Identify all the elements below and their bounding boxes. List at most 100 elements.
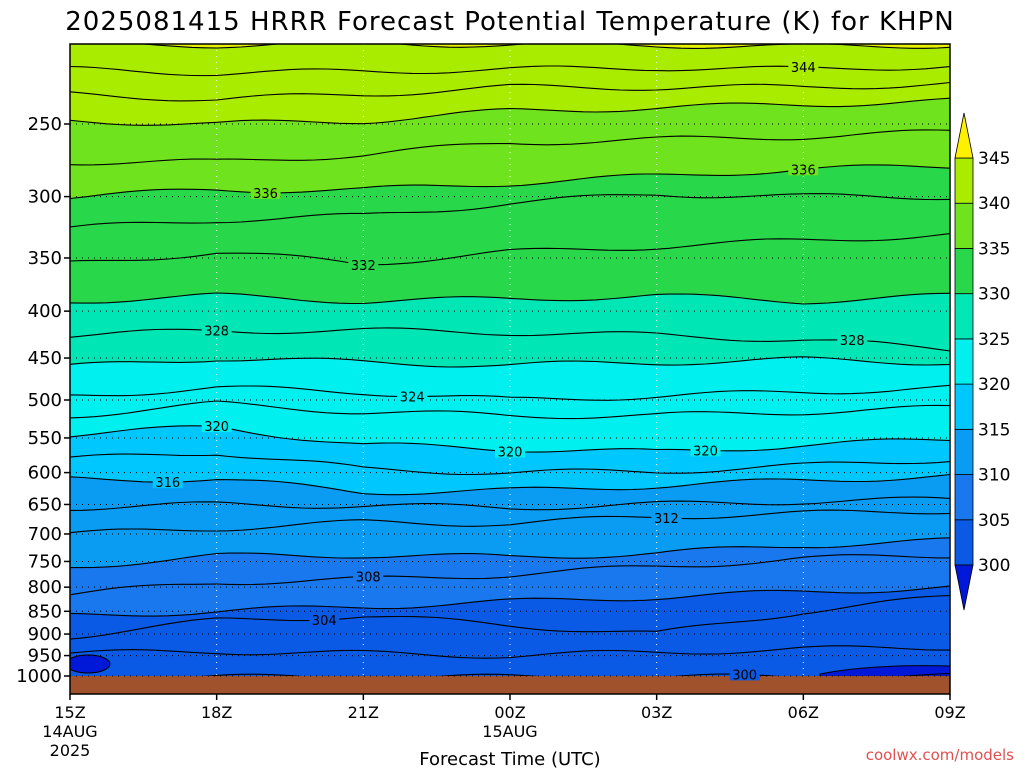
x-tick-label: 00Z xyxy=(494,703,525,722)
contour-label-328: 328 xyxy=(204,325,229,340)
contour-312 xyxy=(70,509,950,534)
contour-332 xyxy=(70,233,950,266)
contour-label-bg xyxy=(397,388,428,403)
x-tick-sub2: 2025 xyxy=(50,741,91,760)
contour-302 xyxy=(70,645,950,659)
contour-322 xyxy=(70,400,950,420)
contour-label-320: 320 xyxy=(498,446,523,461)
colorbar-segment xyxy=(954,293,974,340)
y-tick-label-450: 450 xyxy=(28,348,62,369)
contour-label-332: 332 xyxy=(351,259,376,274)
colorbar-tick-325: 325 xyxy=(978,330,1010,350)
contour-308 xyxy=(70,554,950,596)
x-tick-label: 06Z xyxy=(788,703,819,722)
chart-title: 2025081415 HRRR Forecast Potential Tempe… xyxy=(65,7,954,37)
contour-label-bg xyxy=(651,510,682,525)
source-credit: coolwx.com/models xyxy=(866,746,1014,764)
contour-label-bg xyxy=(788,58,819,73)
contour-label-324: 324 xyxy=(400,391,425,406)
x-axis-label: Forecast Time (UTC) xyxy=(419,749,600,768)
colorbar-segment xyxy=(954,157,974,204)
y-tick-label-500: 500 xyxy=(28,390,62,411)
contour-318 xyxy=(70,453,950,476)
contour-label-328: 328 xyxy=(840,334,865,349)
contour-314 xyxy=(70,496,950,511)
contour-346 xyxy=(136,44,950,49)
contour-342 xyxy=(70,81,950,102)
contour-label-336: 336 xyxy=(253,187,278,202)
contour-306 xyxy=(70,585,950,617)
y-tick-label-800: 800 xyxy=(28,577,62,598)
cold-pool-right xyxy=(819,665,950,676)
colorbar-tick-300: 300 xyxy=(978,556,1010,576)
contour-labels: 300 304 308 312 316 320 320 320 324 328 328 332 336 3… xyxy=(152,58,868,683)
x-tick-label: 21Z xyxy=(348,703,379,722)
contour-label-bg xyxy=(729,666,760,681)
colorbar-tick-305: 305 xyxy=(978,511,1010,531)
contour-338 xyxy=(70,129,950,166)
contour-330 xyxy=(70,292,950,305)
colorbar-extend-top xyxy=(954,112,974,159)
theta-color-bands xyxy=(70,44,950,676)
x-tick-sub1: 14AUG xyxy=(42,722,97,741)
contour-label-300: 300 xyxy=(732,668,757,683)
colorbar-segment xyxy=(954,248,974,295)
contour-label-320: 320 xyxy=(204,420,229,435)
contour-300 xyxy=(200,672,950,676)
colorbar-tick-310: 310 xyxy=(978,466,1010,486)
contour-326 xyxy=(70,356,950,368)
theta-contours xyxy=(70,44,950,676)
contour-label-bg xyxy=(495,443,525,458)
contour-label-bg xyxy=(201,322,232,337)
y-tick-label-750: 750 xyxy=(28,551,62,572)
contour-label-bg xyxy=(348,256,379,271)
contour-label-bg xyxy=(152,474,183,489)
contour-label-304: 304 xyxy=(312,614,337,629)
y-tick-label-650: 650 xyxy=(28,494,62,515)
colorbar-segment xyxy=(954,338,974,385)
colorbar-tick-345: 345 xyxy=(978,149,1010,169)
colorbar-tick-335: 335 xyxy=(978,239,1010,259)
y-tick-label-350: 350 xyxy=(28,248,62,269)
contour-label-320: 320 xyxy=(693,444,718,459)
contour-label-bg xyxy=(788,161,819,176)
contour-label-312: 312 xyxy=(654,512,679,527)
x-tick-label: 18Z xyxy=(201,703,232,722)
colorbar-segment xyxy=(954,202,974,249)
contour-304 xyxy=(70,595,950,640)
y-tick-label-900: 900 xyxy=(28,624,62,645)
colorbar-segment xyxy=(954,519,974,566)
y-tick-label-550: 550 xyxy=(28,428,62,449)
colorbar-tick-330: 330 xyxy=(978,285,1010,305)
band-346 xyxy=(144,44,950,49)
y-tick-label-300: 300 xyxy=(28,187,62,208)
colorbar-segment xyxy=(954,383,974,430)
colorbar-extend-bottom xyxy=(954,564,974,611)
ground-surface xyxy=(70,676,950,694)
colorbar-tick-315: 315 xyxy=(978,420,1010,440)
contour-316 xyxy=(70,473,950,496)
contour-label-bg xyxy=(837,332,868,347)
y-tick-label-400: 400 xyxy=(28,301,62,322)
y-tick-label-950: 950 xyxy=(28,646,62,667)
contour-334 xyxy=(70,193,950,228)
y-tick-label-850: 850 xyxy=(28,601,62,622)
contour-label-bg xyxy=(250,184,281,199)
colorbar-tick-320: 320 xyxy=(978,375,1010,395)
contour-label-316: 316 xyxy=(155,476,180,491)
y-tick-label-600: 600 xyxy=(28,463,62,484)
contour-label-344: 344 xyxy=(791,61,816,76)
contour-label-bg xyxy=(309,612,340,627)
contour-340 xyxy=(70,97,950,126)
colorbar-tick-340: 340 xyxy=(978,194,1010,214)
x-tick-label: 09Z xyxy=(934,703,965,722)
contour-310 xyxy=(70,537,950,569)
y-tick-label-700: 700 xyxy=(28,524,62,545)
contour-label-bg xyxy=(353,568,384,583)
contour-label-336: 336 xyxy=(791,163,816,178)
colorbar-segment xyxy=(954,428,974,475)
colorbar-segment xyxy=(954,474,974,521)
